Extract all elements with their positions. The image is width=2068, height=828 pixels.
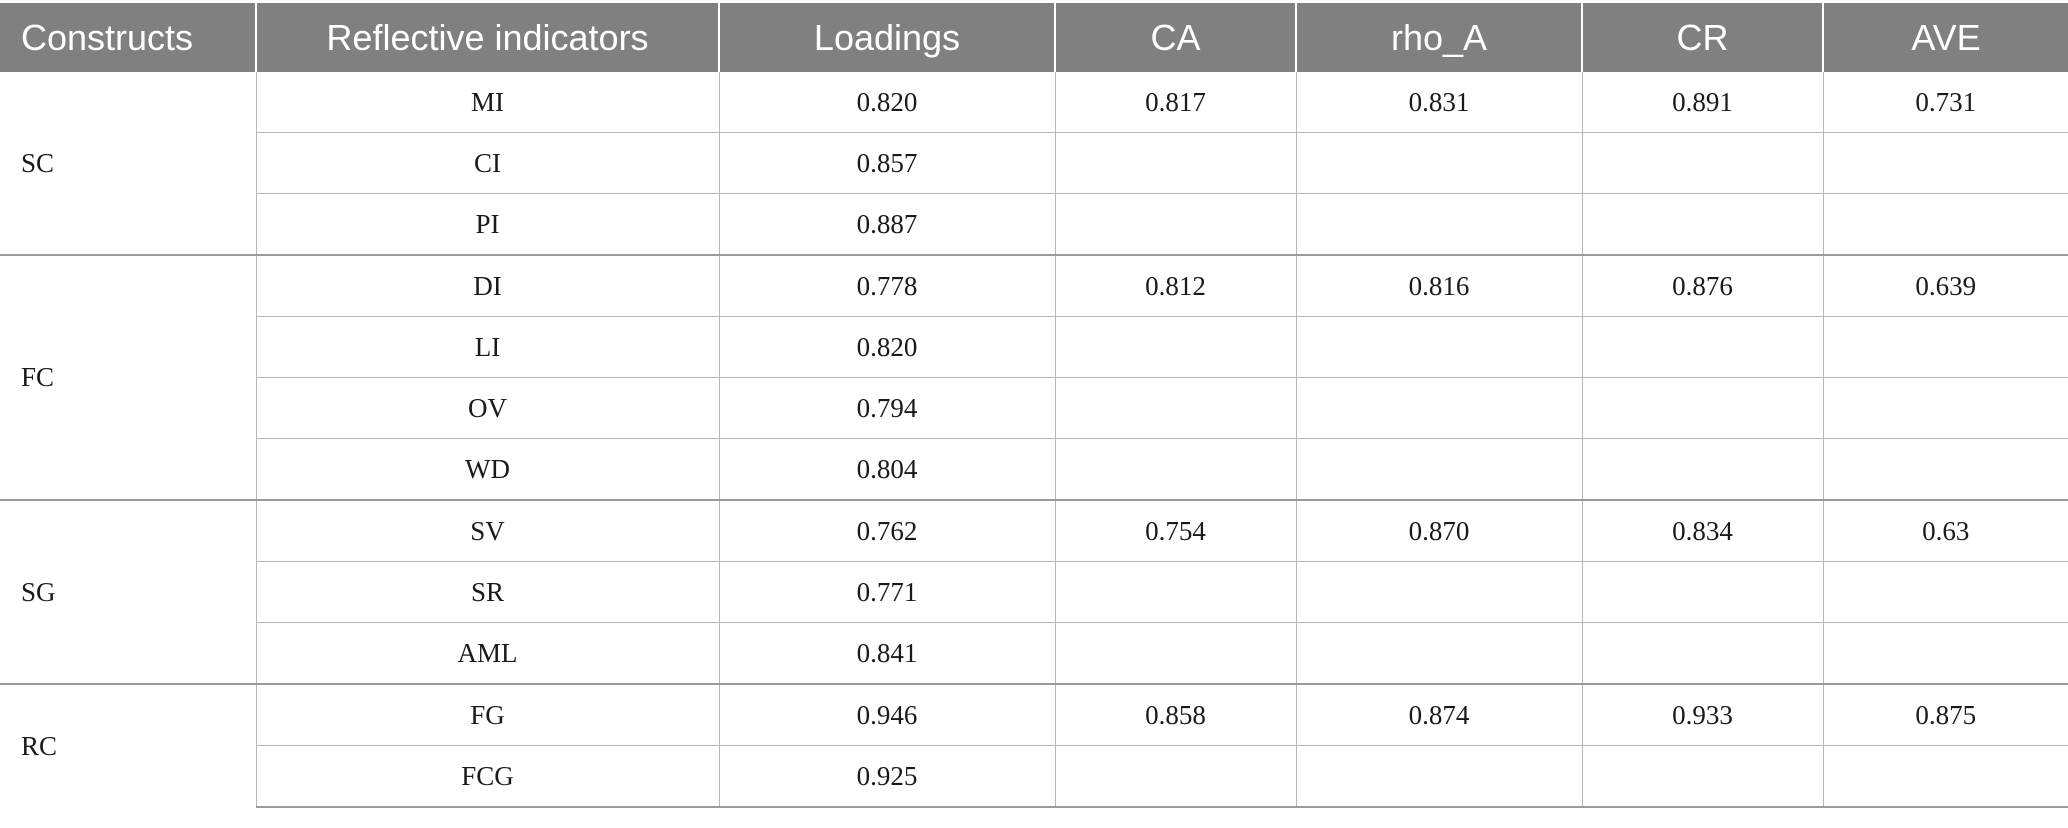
cr-cell-empty — [1581, 377, 1823, 439]
loading-cell: 0.771 — [718, 561, 1055, 623]
table-row: WD 0.804 — [0, 438, 2068, 500]
cr-cell-empty — [1581, 745, 1823, 808]
ave-cell: 0.875 — [1822, 683, 2068, 746]
indicator-cell: OV — [255, 377, 719, 439]
cr-cell-empty — [1581, 193, 1823, 255]
indicator-cell: FCG — [255, 745, 719, 808]
cr-cell: 0.933 — [1581, 683, 1823, 746]
ca-cell-empty — [1054, 745, 1296, 808]
ca-cell: 0.812 — [1054, 254, 1296, 317]
ave-cell: 0.63 — [1822, 499, 2068, 562]
table-row: SC MI 0.820 0.817 0.831 0.891 0.731 — [0, 72, 2068, 178]
rho-a-cell-empty — [1295, 745, 1582, 808]
loading-cell: 0.841 — [718, 622, 1055, 684]
indicator-cell: DI — [255, 254, 719, 317]
cr-cell-empty — [1581, 622, 1823, 684]
loading-cell: 0.857 — [718, 132, 1055, 194]
header-ca: CA — [1054, 3, 1296, 72]
table-row: FC DI 0.778 0.812 0.816 0.876 0.639 — [0, 254, 2068, 500]
construct-cell: SC — [21, 147, 55, 178]
rho-a-cell-empty — [1295, 193, 1582, 255]
table-row: OV 0.794 — [0, 377, 2068, 439]
rho-a-cell-empty — [1295, 377, 1582, 439]
indicator-cell: SR — [255, 561, 719, 623]
loading-cell: 0.778 — [718, 254, 1055, 317]
loading-cell: 0.820 — [718, 72, 1055, 133]
indicator-cell: LI — [255, 316, 719, 378]
construct-cell: FC — [0, 254, 256, 500]
ave-cell-empty — [1822, 193, 2068, 255]
table-row: AML 0.841 — [0, 622, 2068, 684]
indicator-cell: MI — [255, 72, 719, 133]
header-cr: CR — [1581, 3, 1823, 72]
ca-cell-empty — [1054, 561, 1296, 623]
header-rho-a: rho_A — [1295, 3, 1582, 72]
indicator-cell: AML — [255, 622, 719, 684]
ave-cell-empty — [1822, 561, 2068, 623]
ca-cell-empty — [1054, 438, 1296, 500]
table-row: SR 0.771 — [0, 561, 2068, 623]
header-ave: AVE — [1822, 3, 2068, 72]
ca-cell-empty — [1054, 622, 1296, 684]
cr-cell: 0.876 — [1581, 254, 1823, 317]
rho-a-cell-empty — [1295, 132, 1582, 194]
ca-cell: 0.858 — [1054, 683, 1296, 746]
table-row: FCG 0.925 — [0, 745, 2068, 808]
loading-cell: 0.794 — [718, 377, 1055, 439]
loading-cell: 0.820 — [718, 316, 1055, 378]
loading-cell: 0.887 — [718, 193, 1055, 255]
indicator-cell: PI — [255, 193, 719, 255]
rho-a-cell-empty — [1295, 316, 1582, 378]
ca-cell-empty — [1054, 377, 1296, 439]
header-constructs: Constructs — [0, 3, 256, 72]
construct-cell: RC — [0, 683, 256, 807]
table-row: CI 0.857 — [0, 132, 2068, 194]
rho-a-cell: 0.874 — [1295, 683, 1582, 746]
rho-a-cell: 0.870 — [1295, 499, 1582, 562]
loading-cell: 0.946 — [718, 683, 1055, 746]
header-row: Constructs Reflective indicators Loading… — [0, 3, 2068, 72]
construct-cell: SG — [0, 499, 256, 684]
ave-cell-empty — [1822, 438, 2068, 500]
loading-cell: 0.762 — [718, 499, 1055, 562]
ave-cell-empty — [1822, 316, 2068, 378]
ca-cell-empty — [1054, 316, 1296, 378]
loading-cell: 0.925 — [718, 745, 1055, 808]
ave-cell-empty — [1822, 745, 2068, 808]
loading-cell: 0.804 — [718, 438, 1055, 500]
ave-cell: 0.639 — [1822, 254, 2068, 317]
cr-cell: 0.891 — [1581, 72, 1823, 133]
indicator-cell: CI — [255, 132, 719, 194]
indicator-cell: FG — [255, 683, 719, 746]
ca-cell-empty — [1054, 132, 1296, 194]
header-loadings: Loadings — [718, 3, 1055, 72]
reliability-table: Constructs Reflective indicators Loading… — [0, 3, 2068, 808]
ave-cell-empty — [1822, 377, 2068, 439]
cr-cell-empty — [1581, 438, 1823, 500]
rho-a-cell: 0.816 — [1295, 254, 1582, 317]
rho-a-cell-empty — [1295, 622, 1582, 684]
cr-cell-empty — [1581, 132, 1823, 194]
table-row: LI 0.820 — [0, 316, 2068, 378]
ave-cell-empty — [1822, 622, 2068, 684]
ca-cell-empty — [1054, 193, 1296, 255]
cr-cell-empty — [1581, 316, 1823, 378]
table-header: Constructs Reflective indicators Loading… — [0, 3, 2068, 72]
ave-cell: 0.731 — [1822, 72, 2068, 133]
cr-cell-empty — [1581, 561, 1823, 623]
ave-cell-empty — [1822, 132, 2068, 194]
table-row: PI 0.887 — [0, 193, 2068, 255]
cr-cell: 0.834 — [1581, 499, 1823, 562]
ca-cell: 0.754 — [1054, 499, 1296, 562]
rho-a-cell-empty — [1295, 561, 1582, 623]
ca-cell: 0.817 — [1054, 72, 1296, 133]
header-reflective-indicators: Reflective indicators — [255, 3, 719, 72]
table-row: RC FG 0.946 0.858 0.874 0.933 0.875 — [0, 683, 2068, 807]
indicator-cell: WD — [255, 438, 719, 500]
rho-a-cell: 0.831 — [1295, 72, 1582, 133]
table-body: SC MI 0.820 0.817 0.831 0.891 0.731 CI 0.857 PI 0.… — [0, 72, 2068, 808]
table-row: SG SV 0.762 0.754 0.870 0.834 0.63 — [0, 499, 2068, 684]
rho-a-cell-empty — [1295, 438, 1582, 500]
indicator-cell: SV — [255, 499, 719, 562]
